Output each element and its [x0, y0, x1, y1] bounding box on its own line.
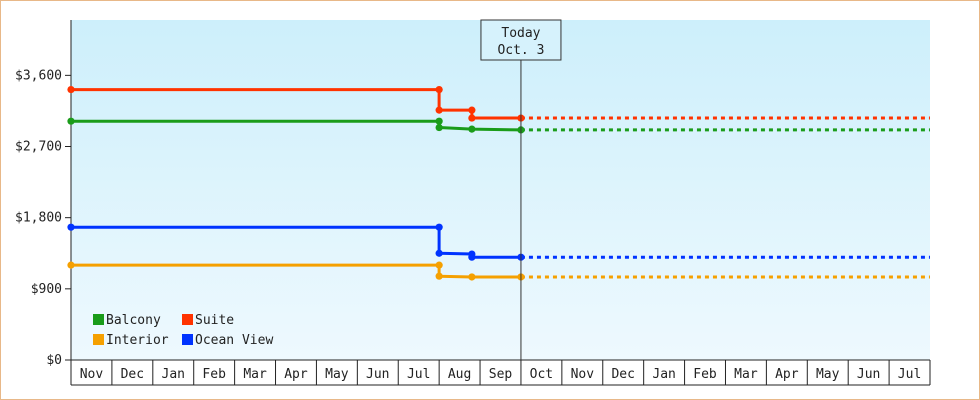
- today-label: Oct. 3: [497, 43, 544, 58]
- today-box: [480, 19, 562, 61]
- data-point: [435, 261, 443, 269]
- x-tick-label: Feb: [693, 367, 717, 382]
- legend-item-suite: Suite: [182, 313, 234, 328]
- data-point: [67, 85, 75, 94]
- data-point: [435, 117, 443, 125]
- legend-item-interior: Interior: [93, 333, 169, 348]
- data-point: [435, 249, 443, 257]
- y-tick-label: $3,600: [15, 68, 62, 83]
- x-tick-label: Mar: [243, 367, 267, 382]
- y-axis: $0 $900 $1,800 $2,700 $3,600: [15, 20, 72, 368]
- data-point: [67, 261, 75, 269]
- x-tick-label: Dec: [611, 367, 634, 382]
- x-tick-label: Nov: [80, 367, 104, 382]
- y-tick-label: $2,700: [15, 140, 62, 155]
- data-point: [435, 106, 443, 114]
- x-tick-label: Dec: [121, 367, 144, 382]
- legend-swatch: [182, 314, 193, 325]
- series-ocean-view: [67, 223, 930, 261]
- data-point: [468, 273, 476, 281]
- data-point: [435, 123, 443, 132]
- legend: Balcony Suite Interior Ocean View: [93, 313, 273, 348]
- series-line: [71, 88, 521, 120]
- x-tick-label: Jun: [366, 367, 389, 382]
- y-tick-label: $1,800: [15, 211, 62, 226]
- x-tick-label: Jan: [162, 367, 185, 382]
- x-tick-label: May: [816, 367, 840, 382]
- x-axis: Nov Dec Jan Feb Mar Apr May Jun Jul Aug Sep Oct Nov D…: [65, 359, 931, 386]
- data-point: [468, 125, 476, 133]
- series-interior: [67, 261, 930, 281]
- x-tick-label: Apr: [775, 367, 799, 382]
- today-marker: Today Oct. 3: [480, 19, 562, 360]
- x-tick-label: Feb: [202, 367, 226, 382]
- x-tick-label: Apr: [284, 367, 308, 382]
- x-tick-label: Aug: [448, 367, 471, 382]
- x-tick-label: Jun: [857, 367, 880, 382]
- legend-swatch: [93, 314, 104, 325]
- data-point: [67, 117, 75, 125]
- legend-swatch: [93, 334, 104, 345]
- legend-label: Suite: [195, 313, 234, 328]
- legend-swatch: [182, 334, 193, 345]
- y-tick-label: $0: [46, 353, 62, 368]
- plot-area: [71, 20, 930, 360]
- series-layer: [67, 85, 930, 281]
- legend-item-ocean-view: Ocean View: [182, 333, 273, 348]
- legend-label: Balcony: [106, 313, 161, 328]
- series-line: [71, 225, 521, 259]
- y-tick-label: $900: [31, 282, 62, 297]
- data-point: [435, 85, 443, 94]
- data-point: [67, 223, 75, 231]
- series-suite: [67, 85, 930, 122]
- x-tick-label: May: [325, 367, 349, 382]
- data-point: [435, 223, 443, 231]
- x-tick-label: Oct: [530, 367, 553, 382]
- legend-label: Ocean View: [195, 333, 273, 348]
- x-tick-label: Nov: [571, 367, 595, 382]
- today-label: Today: [501, 26, 540, 41]
- series-balcony: [67, 117, 930, 134]
- data-point: [435, 272, 443, 280]
- x-tick-label: Jan: [652, 367, 675, 382]
- data-point: [468, 106, 476, 114]
- x-tick-label: Jul: [407, 367, 430, 382]
- x-tick-label: Jul: [898, 367, 921, 382]
- x-tick-label: Mar: [734, 367, 758, 382]
- x-tick-label: Sep: [489, 367, 513, 382]
- legend-item-balcony: Balcony: [93, 313, 161, 328]
- data-point: [468, 114, 476, 122]
- legend-label: Interior: [106, 333, 169, 348]
- data-point: [468, 253, 476, 261]
